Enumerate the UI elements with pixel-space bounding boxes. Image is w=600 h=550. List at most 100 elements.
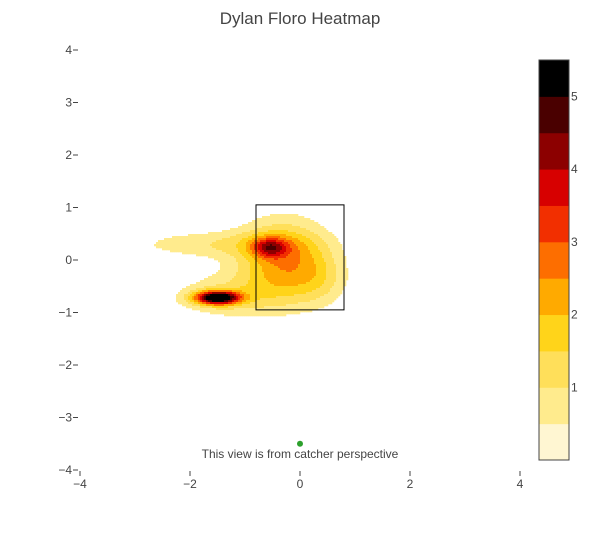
contour-cell xyxy=(280,268,283,271)
contour-cell xyxy=(334,298,337,301)
contour-cell xyxy=(198,250,201,253)
contour-cell xyxy=(302,230,305,233)
contour-cell xyxy=(240,232,243,235)
contour-cell xyxy=(286,238,289,241)
contour-cell xyxy=(342,280,345,283)
contour-cell xyxy=(244,248,247,251)
contour-cell xyxy=(312,236,315,239)
contour-cell xyxy=(224,256,227,259)
contour-cell xyxy=(262,312,265,315)
contour-cell xyxy=(264,286,267,289)
contour-cell xyxy=(322,304,325,307)
contour-cell xyxy=(244,238,247,241)
contour-cell xyxy=(266,226,269,229)
contour-cell xyxy=(260,280,263,283)
contour-cell xyxy=(250,300,253,303)
contour-cell xyxy=(238,278,241,281)
contour-cell xyxy=(218,276,221,279)
contour-cell xyxy=(330,250,333,253)
contour-cell xyxy=(296,252,299,255)
contour-cell xyxy=(214,288,217,291)
contour-cell xyxy=(304,296,307,299)
contour-cell xyxy=(198,240,201,243)
contour-cell xyxy=(288,238,291,241)
contour-cell xyxy=(328,264,331,267)
contour-cell xyxy=(264,270,267,273)
contour-cell xyxy=(246,280,249,283)
contour-cell xyxy=(282,290,285,293)
contour-cell xyxy=(192,284,195,287)
contour-cell xyxy=(294,240,297,243)
contour-cell xyxy=(320,226,323,229)
contour-cell xyxy=(232,234,235,237)
contour-cell xyxy=(212,274,215,277)
contour-cell xyxy=(206,234,209,237)
contour-cell xyxy=(242,282,245,285)
contour-cell xyxy=(236,244,239,247)
contour-cell xyxy=(270,258,273,261)
contour-cell xyxy=(244,282,247,285)
contour-cell xyxy=(328,272,331,275)
contour-cell xyxy=(240,238,243,241)
colorbar-segment xyxy=(539,205,569,243)
contour-cell xyxy=(254,254,257,257)
contour-cell xyxy=(288,264,291,267)
contour-cell xyxy=(268,270,271,273)
contour-cell xyxy=(256,252,259,255)
contour-cell xyxy=(274,280,277,283)
contour-cell xyxy=(236,296,239,299)
contour-cell xyxy=(226,286,229,289)
contour-cell xyxy=(296,266,299,269)
contour-cell xyxy=(316,236,319,239)
contour-cell xyxy=(264,280,267,283)
contour-cell xyxy=(302,306,305,309)
contour-cell xyxy=(280,216,283,219)
contour-cell xyxy=(266,284,269,287)
contour-cell xyxy=(310,306,313,309)
contour-cell xyxy=(286,276,289,279)
contour-cell xyxy=(246,240,249,243)
contour-cell xyxy=(246,262,249,265)
contour-cell xyxy=(306,306,309,309)
contour-cell xyxy=(322,254,325,257)
contour-cell xyxy=(306,276,309,279)
contour-cell xyxy=(258,232,261,235)
contour-cell xyxy=(292,298,295,301)
contour-cell xyxy=(316,248,319,251)
contour-cell xyxy=(280,284,283,287)
contour-cell xyxy=(330,260,333,263)
contour-cell xyxy=(304,294,307,297)
colorbar-tick-label: 4 xyxy=(571,162,578,176)
contour-cell xyxy=(200,290,203,293)
contour-cell xyxy=(228,282,231,285)
contour-cell xyxy=(218,304,221,307)
contour-cell xyxy=(326,268,329,271)
contour-cell xyxy=(222,312,225,315)
contour-cell xyxy=(294,244,297,247)
contour-cell xyxy=(262,314,265,317)
contour-cell xyxy=(212,248,215,251)
contour-cell xyxy=(256,304,259,307)
contour-cell xyxy=(302,232,305,235)
contour-cell xyxy=(204,242,207,245)
contour-cell xyxy=(252,282,255,285)
contour-cell xyxy=(228,280,231,283)
contour-cell xyxy=(334,242,337,245)
contour-cell xyxy=(302,310,305,313)
contour-cell xyxy=(282,254,285,257)
contour-cell xyxy=(226,232,229,235)
contour-cell xyxy=(214,250,217,253)
contour-cell xyxy=(286,220,289,223)
contour-cell xyxy=(298,224,301,227)
contour-cell xyxy=(234,302,237,305)
contour-cell xyxy=(328,284,331,287)
contour-cell xyxy=(210,304,213,307)
contour-cell xyxy=(282,220,285,223)
contour-cell xyxy=(234,242,237,245)
contour-cell xyxy=(268,282,271,285)
contour-cell xyxy=(270,286,273,289)
contour-cell xyxy=(310,278,313,281)
contour-cell xyxy=(264,304,267,307)
contour-cell xyxy=(272,236,275,239)
contour-cell xyxy=(268,256,271,259)
